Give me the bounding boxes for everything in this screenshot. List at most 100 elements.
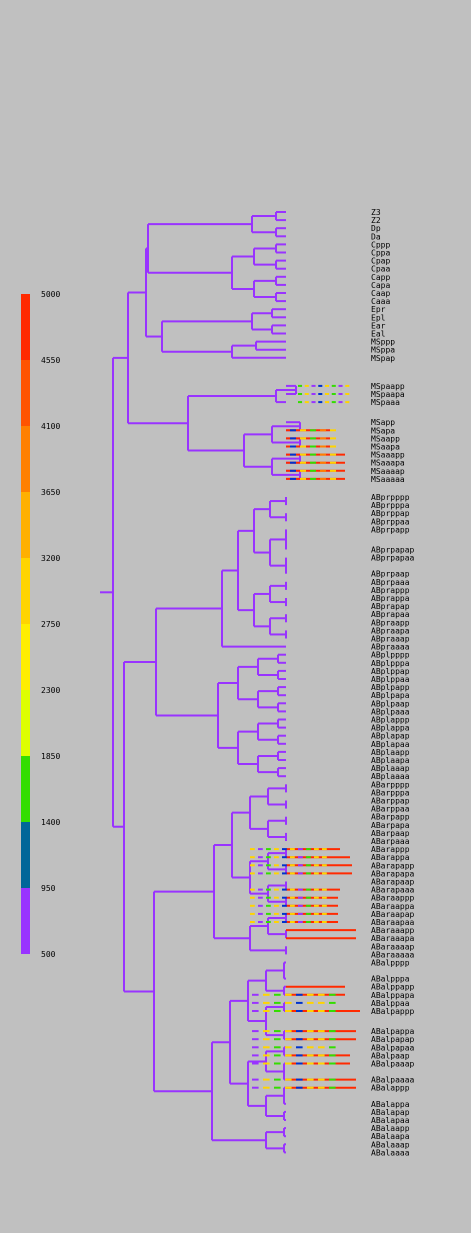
cell-label: ABarpaap <box>371 829 410 838</box>
legend-tick-label: 3650 <box>41 488 60 497</box>
cell-label: ABarappa <box>371 853 410 862</box>
cell-label: ABplapaa <box>371 740 410 749</box>
cell-label: MSapp <box>371 418 395 427</box>
cell-label: ABplapap <box>371 732 410 741</box>
cell-label: ABprpaap <box>371 570 410 579</box>
cell-label: ABaraappp <box>371 894 415 903</box>
legend-tick-label: 4550 <box>41 356 60 365</box>
cell-label: ABalppapa <box>371 991 415 1000</box>
cell-label: ABplpaap <box>371 699 410 708</box>
cell-label: Z2 <box>371 216 381 225</box>
cell-label: ABarapapp <box>371 861 415 870</box>
cell-label: ABaraapaa <box>371 918 415 927</box>
cell-label: ABplppap <box>371 667 410 676</box>
cell-label: ABprapaa <box>371 610 410 619</box>
cell-label: MSaaapa <box>371 459 405 468</box>
legend-tick-label: 4100 <box>41 422 60 431</box>
cell-label: ABplaaaa <box>371 772 410 781</box>
cell-label: ABprappa <box>371 594 410 603</box>
cell-label: ABalpappp <box>371 1007 415 1016</box>
legend-tick-label: 2750 <box>41 620 60 629</box>
cell-label: MSaapa <box>371 443 400 452</box>
legend-tick-label: 1400 <box>41 818 60 827</box>
cell-label: ABprppap <box>371 509 410 518</box>
cell-label: ABprpppa <box>371 501 410 510</box>
legend-swatch <box>21 294 30 360</box>
cell-label: ABarpapa <box>371 821 410 830</box>
cell-label: Capp <box>371 273 390 282</box>
cell-label: MSaaaap <box>371 467 405 476</box>
cell-label: ABaraaapa <box>371 934 415 943</box>
cell-label: ABarppap <box>371 797 410 806</box>
legend-tick-label: 950 <box>41 884 56 893</box>
cell-label: ABplaaap <box>371 764 410 773</box>
cell-label: ABalapaa <box>371 1116 410 1125</box>
legend-swatch <box>21 426 30 492</box>
legend-tick-label: 2300 <box>41 686 60 695</box>
expression-color-legend: 5000 4550 4100 3650 3200 2750 2300 1850 1400 950 5… <box>21 290 60 959</box>
lineage-tree <box>100 211 360 1154</box>
cell-label: Z3 <box>371 208 381 217</box>
cell-label: ABplpaaa <box>371 707 410 716</box>
cell-label: ABprapap <box>371 602 410 611</box>
cell-label: ABalaapp <box>371 1124 410 1133</box>
cell-label: ABalaaap <box>371 1140 410 1149</box>
cell-label: ABarapaap <box>371 878 415 887</box>
cell-label: ABplpppa <box>371 659 410 668</box>
cell-label: MSppa <box>371 346 395 355</box>
legend-tick-label: 500 <box>41 950 56 959</box>
cell-label: ABalppaa <box>371 999 410 1008</box>
cell-label: ABalppapp <box>371 983 415 992</box>
cell-label: MSaapp <box>371 434 400 443</box>
cell-label: Caap <box>371 289 390 298</box>
cell-label: ABalpaaaa <box>371 1076 415 1085</box>
cell-label: ABprpaaa <box>371 578 410 587</box>
cell-label: ABaraaaap <box>371 942 415 951</box>
cell-label: ABpraapp <box>371 618 410 627</box>
cell-label: ABarpppp <box>371 780 410 789</box>
legend-swatch <box>21 756 30 822</box>
cell-label: ABarpapp <box>371 813 410 822</box>
legend-swatch <box>21 822 30 888</box>
cell-label: ABaraaapp <box>371 926 415 935</box>
cell-label: MSpap <box>371 354 395 363</box>
cell-label: ABalpppp <box>371 959 410 968</box>
cell-label: ABaraapap <box>371 910 415 919</box>
cell-label: ABplppaa <box>371 675 410 684</box>
cell-label: ABprappp <box>371 586 410 595</box>
cell-name-labels: Z3Z2DpDaCpppCppaCpapCpaaCappCapaCaapCaaa… <box>371 208 415 1157</box>
cell-label: Capa <box>371 281 390 290</box>
cell-label: MSpaapp <box>371 382 405 391</box>
cell-label: ABalpppa <box>371 975 410 984</box>
cell-label: ABarpaaa <box>371 837 410 846</box>
cell-label: MSapa <box>371 426 395 435</box>
legend-swatch <box>21 888 30 954</box>
cell-label: ABpraaaa <box>371 643 410 652</box>
cell-label: ABarpppa <box>371 788 410 797</box>
cell-label: ABplappa <box>371 724 410 733</box>
cell-label: MSppp <box>371 338 395 347</box>
cell-label: Cpap <box>371 257 390 266</box>
cell-label: Cppp <box>371 240 390 249</box>
cell-label: ABplpapp <box>371 683 410 692</box>
cell-label: ABprpapp <box>371 525 410 534</box>
cell-label: Epr <box>371 305 386 314</box>
cell-label: ABaraappa <box>371 902 415 911</box>
cell-label: ABalappp <box>371 1084 410 1093</box>
cell-label: ABalpapap <box>371 1035 415 1044</box>
legend-swatch <box>21 624 30 690</box>
cell-label: ABarppaa <box>371 805 410 814</box>
cell-label: ABplaapp <box>371 748 410 757</box>
cell-label: ABprpppp <box>371 493 410 502</box>
cell-label: MSpaaa <box>371 398 400 407</box>
cell-label: Cppa <box>371 249 390 258</box>
cell-label: ABalapap <box>371 1108 410 1117</box>
cell-label: ABalaapa <box>371 1132 410 1141</box>
cell-label: Eal <box>371 330 386 339</box>
legend-swatch <box>21 690 30 756</box>
cell-label: ABalappa <box>371 1100 410 1109</box>
legend-swatch <box>21 360 30 426</box>
cell-label: MSaaaaa <box>371 475 405 484</box>
legend-swatch <box>21 492 30 558</box>
